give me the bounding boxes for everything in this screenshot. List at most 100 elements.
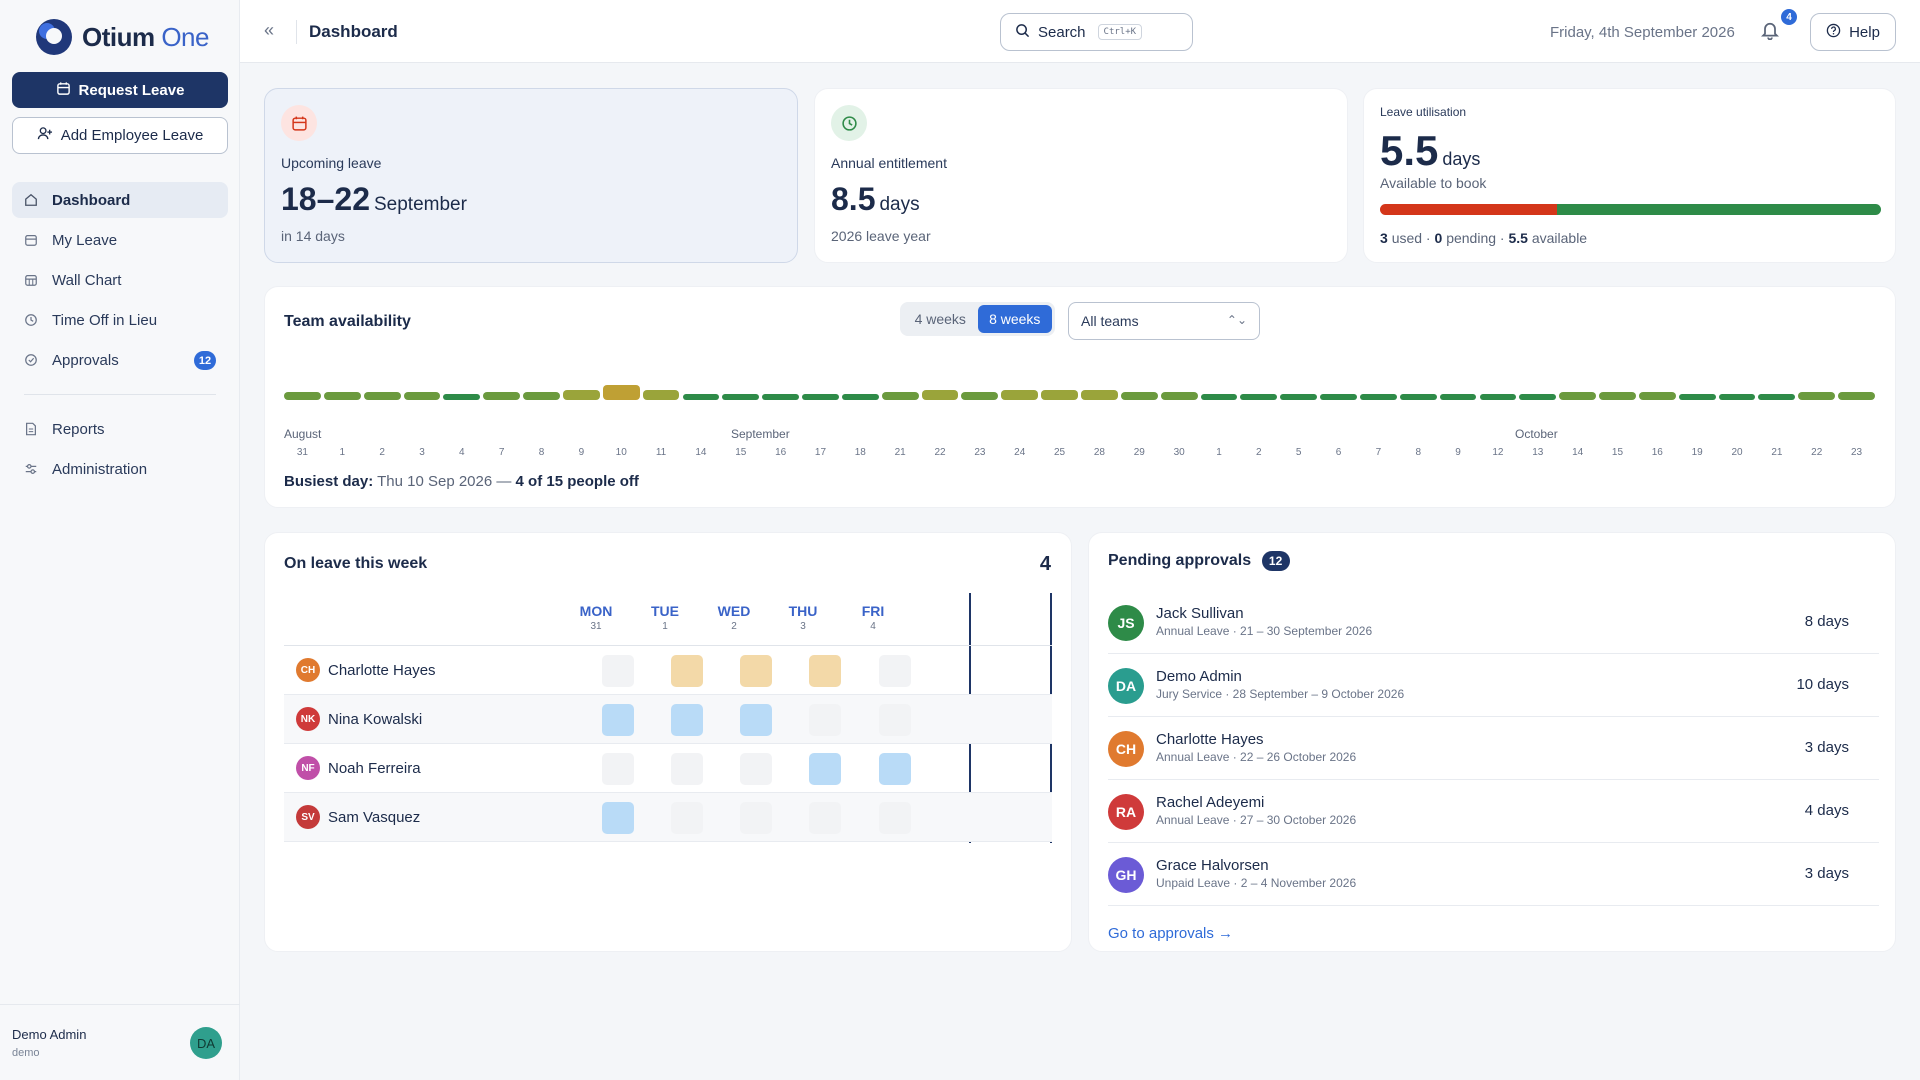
upcoming-leave-card[interactable]: Upcoming leave 18–22 September in 14 days <box>264 88 798 263</box>
approval-item[interactable]: JS Jack Sullivan Annual Leave · 21 – 30 Se… <box>1108 591 1879 654</box>
leave-cell[interactable] <box>740 704 772 736</box>
availability-bar[interactable] <box>1519 394 1557 400</box>
leave-cell[interactable] <box>671 753 703 785</box>
availability-bar[interactable] <box>1001 389 1039 400</box>
availability-bar[interactable] <box>1200 394 1238 400</box>
table-row[interactable]: NK Nina Kowalski <box>284 695 1052 744</box>
leave-cell[interactable] <box>879 655 911 687</box>
leave-cell[interactable] <box>602 802 634 834</box>
help-button[interactable]: Help <box>1810 13 1896 51</box>
availability-bar[interactable] <box>1240 394 1278 400</box>
availability-bar[interactable] <box>841 394 879 400</box>
sidebar-item-wall-chart[interactable]: Wall Chart <box>12 262 228 298</box>
availability-bar[interactable] <box>1081 389 1118 400</box>
availability-bar[interactable] <box>323 391 361 400</box>
availability-bar[interactable] <box>1041 389 1078 400</box>
availability-bar[interactable] <box>1120 391 1158 400</box>
availability-bar[interactable] <box>483 391 521 400</box>
availability-bar[interactable] <box>363 391 401 400</box>
availability-bar[interactable] <box>1758 394 1796 400</box>
approval-item[interactable]: CH Charlotte Hayes Annual Leave · 22 – 26 … <box>1108 717 1879 780</box>
availability-bar[interactable] <box>523 391 560 400</box>
availability-bar[interactable] <box>1280 394 1318 400</box>
leave-cell[interactable] <box>879 753 911 785</box>
team-filter-select[interactable]: All teams ⌃⌄ <box>1068 302 1260 340</box>
availability-bar[interactable] <box>1320 394 1357 400</box>
axis-tick-label: 11 <box>655 447 667 458</box>
sidebar-item-dashboard[interactable]: Dashboard <box>12 182 228 218</box>
approval-detail: Unpaid Leave · 2 – 4 November 2026 <box>1156 876 1357 890</box>
request-leave-button[interactable]: Request Leave <box>12 72 228 108</box>
availability-bar[interactable] <box>1678 394 1716 400</box>
search-button[interactable]: Search Ctrl+K <box>1000 13 1193 51</box>
availability-bar[interactable] <box>682 394 720 400</box>
day-name: THU <box>788 603 818 619</box>
leave-cell[interactable] <box>602 704 634 736</box>
leave-cell[interactable] <box>740 655 772 687</box>
availability-bar[interactable] <box>1798 391 1836 400</box>
approval-item[interactable]: DA Demo Admin Jury Service · 28 September … <box>1108 654 1879 717</box>
range-4-weeks-button[interactable]: 4 weeks <box>914 311 966 327</box>
availability-bar[interactable] <box>881 391 919 400</box>
availability-bar[interactable] <box>1359 394 1397 400</box>
availability-bar[interactable] <box>562 389 600 400</box>
availability-bar[interactable] <box>961 391 999 400</box>
availability-bar[interactable] <box>1559 391 1597 400</box>
user-profile[interactable]: Demo Admin demo DA <box>0 1004 240 1080</box>
go-to-approvals-link[interactable]: Go to approvals → <box>1108 925 1234 942</box>
leave-cell[interactable] <box>602 753 634 785</box>
bell-icon[interactable] <box>1760 20 1782 42</box>
table-row[interactable]: SV Sam Vasquez <box>284 793 1052 842</box>
avatar: DA <box>1108 668 1144 704</box>
availability-bar[interactable] <box>802 394 839 400</box>
leave-cell[interactable] <box>809 753 841 785</box>
leave-cell[interactable] <box>879 704 911 736</box>
sidebar-item-time-off-in-lieu[interactable]: Time Off in Lieu <box>12 302 228 338</box>
availability-bar[interactable] <box>1160 391 1198 400</box>
sidebar-item-my-leave[interactable]: My Leave <box>12 222 228 258</box>
leave-cell[interactable] <box>671 655 703 687</box>
availability-bar[interactable] <box>1838 391 1875 400</box>
availability-bar[interactable] <box>1599 391 1636 400</box>
availability-bar[interactable] <box>1479 394 1517 400</box>
table-row[interactable]: NF Noah Ferreira <box>284 744 1052 793</box>
leave-cell[interactable] <box>602 655 634 687</box>
availability-bar[interactable] <box>762 394 800 400</box>
avatar: NK <box>296 707 320 731</box>
availability-bar[interactable] <box>443 394 481 400</box>
range-8-weeks-button[interactable]: 8 weeks <box>977 305 1052 333</box>
leave-cell[interactable] <box>879 802 911 834</box>
collapse-sidebar-icon[interactable]: « <box>264 20 275 40</box>
availability-bar[interactable] <box>921 389 959 400</box>
availability-bar[interactable] <box>1638 391 1676 400</box>
leave-cell[interactable] <box>809 704 841 736</box>
availability-bar[interactable] <box>1439 394 1477 400</box>
utilisation-value: 5.5 days <box>1380 127 1481 174</box>
sidebar-item-approvals[interactable]: Approvals 12 <box>12 342 228 378</box>
sidebar-item-reports[interactable]: Reports <box>12 411 228 447</box>
availability-bar[interactable] <box>1718 394 1756 400</box>
leave-cell[interactable] <box>809 655 841 687</box>
availability-bar[interactable] <box>722 394 760 400</box>
availability-bar[interactable] <box>403 391 441 400</box>
table-row[interactable]: CH Charlotte Hayes <box>284 646 1052 695</box>
leave-cell[interactable] <box>740 802 772 834</box>
sidebar-item-administration[interactable]: Administration <box>12 451 228 487</box>
leave-cell[interactable] <box>671 704 703 736</box>
availability-bar[interactable] <box>642 389 680 400</box>
approval-item[interactable]: GH Grace Halvorsen Unpaid Leave · 2 – 4 No… <box>1108 843 1879 906</box>
leave-cell[interactable] <box>809 802 841 834</box>
leave-cell[interactable] <box>671 802 703 834</box>
day-name: WED <box>717 603 751 619</box>
avatar[interactable]: DA <box>190 1027 222 1059</box>
approval-item[interactable]: RA Rachel Adeyemi Annual Leave · 27 – 30 O… <box>1108 780 1879 843</box>
leave-cell[interactable] <box>740 753 772 785</box>
calendar-plus-icon <box>56 81 71 100</box>
availability-bar[interactable] <box>284 391 321 400</box>
brand-logo[interactable]: Otium One <box>36 19 209 55</box>
calendar-icon <box>24 233 38 247</box>
day-name: MON <box>579 603 613 619</box>
availability-bar[interactable] <box>1399 394 1437 400</box>
availability-bar[interactable] <box>602 385 640 400</box>
add-employee-leave-button[interactable]: Add Employee Leave <box>12 117 228 154</box>
